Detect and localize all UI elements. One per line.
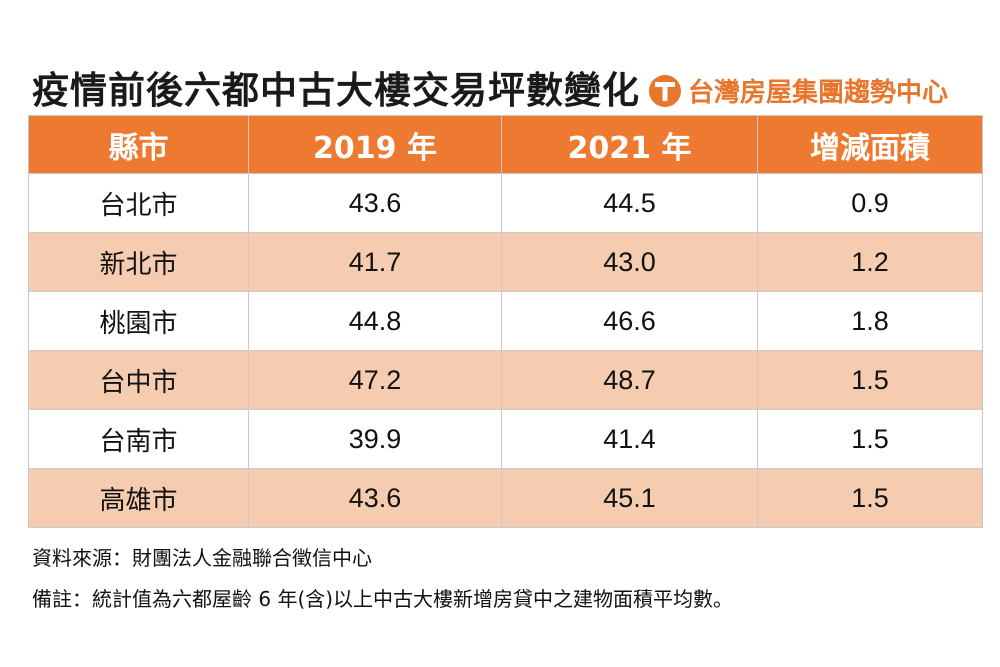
cell-2021: 41.4 xyxy=(501,409,758,469)
cell-change: 0.9 xyxy=(757,173,983,233)
cell-2019: 44.8 xyxy=(248,291,502,351)
cell-2019: 47.2 xyxy=(248,350,502,410)
header-2019: 2019 年 xyxy=(248,115,502,174)
header-2021: 2021 年 xyxy=(501,115,758,174)
table-row: 桃園市 44.8 46.6 1.8 xyxy=(28,291,983,351)
t-logo-icon xyxy=(649,74,681,107)
cell-county: 台中市 xyxy=(28,350,249,410)
cell-change: 1.5 xyxy=(757,468,983,528)
cell-county: 高雄市 xyxy=(28,468,249,528)
cell-2019: 43.6 xyxy=(248,173,502,233)
brand-name: 台灣房屋集團趨勢中心 xyxy=(688,78,949,108)
cell-2019: 43.6 xyxy=(248,468,502,528)
cell-change: 1.2 xyxy=(757,232,983,292)
cell-county: 台北市 xyxy=(28,173,249,233)
table-row: 台中市 47.2 48.7 1.5 xyxy=(28,350,983,410)
cell-change: 1.5 xyxy=(757,409,983,469)
table-header-row: 縣市 2019 年 2021 年 增減面積 xyxy=(28,115,983,174)
cell-2021: 43.0 xyxy=(501,232,758,292)
cell-2019: 41.7 xyxy=(248,232,502,292)
cell-county: 桃園市 xyxy=(28,291,249,351)
header-county: 縣市 xyxy=(28,115,249,174)
table-row: 台南市 39.9 41.4 1.5 xyxy=(28,409,983,469)
cell-county: 台南市 xyxy=(28,409,249,469)
header-change: 增減面積 xyxy=(757,115,983,174)
cell-change: 1.5 xyxy=(757,350,983,410)
source-note: 資料來源：財團法人金融聯合徵信中心 xyxy=(32,546,372,570)
cell-2019: 39.9 xyxy=(248,409,502,469)
cell-2021: 45.1 xyxy=(501,468,758,528)
remark-note: 備註：統計值為六都屋齡 6 年(含)以上中古大樓新增房貸中之建物面積平均數。 xyxy=(32,587,734,611)
cell-2021: 44.5 xyxy=(501,173,758,233)
cell-county: 新北市 xyxy=(28,232,249,292)
table-row: 高雄市 43.6 45.1 1.5 xyxy=(28,468,983,528)
data-table: 縣市 2019 年 2021 年 增減面積 台北市 43.6 44.5 0.9 … xyxy=(28,115,983,528)
brand: 台灣房屋集團趨勢中心 xyxy=(648,72,948,109)
chart-title: 疫情前後六都中古大樓交易坪數變化 xyxy=(32,69,640,112)
table-row: 新北市 41.7 43.0 1.2 xyxy=(28,232,983,292)
table-row: 台北市 43.6 44.5 0.9 xyxy=(28,173,983,233)
cell-change: 1.8 xyxy=(757,291,983,351)
cell-2021: 46.6 xyxy=(501,291,758,351)
cell-2021: 48.7 xyxy=(501,350,758,410)
